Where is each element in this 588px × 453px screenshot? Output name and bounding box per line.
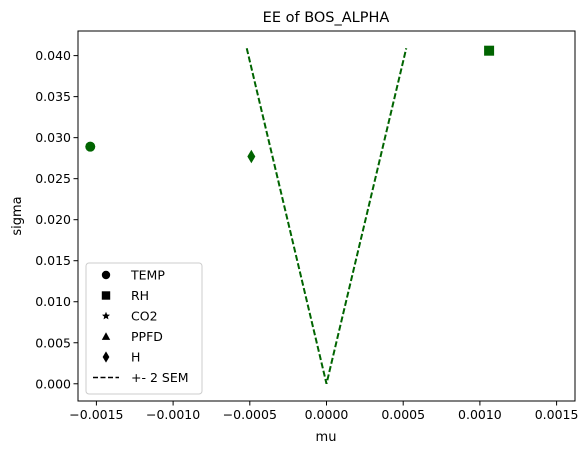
legend-marker-temp xyxy=(101,270,111,280)
legend-label-rh: RH xyxy=(131,288,149,303)
y-tick-label: 0.015 xyxy=(35,253,71,268)
legend-marker-rh xyxy=(101,291,111,300)
y-tick-label: 0.025 xyxy=(35,171,71,186)
data-point-h xyxy=(247,149,256,164)
x-tick-label: −0.0005 xyxy=(223,407,277,422)
y-tick-label: 0.035 xyxy=(35,89,71,104)
sem-line xyxy=(245,47,408,385)
x-tick-label: 0.0015 xyxy=(535,407,579,422)
y-tick-label: 0.000 xyxy=(35,376,71,391)
x-tick-label: 0.0010 xyxy=(458,407,502,422)
plot-area: −0.0015 −0.0010 −0.0005 0.0000 0.0005 0.0010 0… xyxy=(35,30,579,422)
legend-label-temp: TEMP xyxy=(130,268,165,283)
x-tick-label: 0.0000 xyxy=(305,407,349,422)
legend: TEMP RH CO2 PPFD H +- 2 SEM xyxy=(85,262,203,395)
y-tick-label: 0.005 xyxy=(35,335,71,350)
legend-label-ppfd: PPFD xyxy=(131,329,163,344)
legend-label-co2: CO2 xyxy=(131,309,158,324)
x-tick-label: −0.0010 xyxy=(146,407,200,422)
y-tick-label: 0.030 xyxy=(35,130,71,145)
x-tick-label: −0.0015 xyxy=(69,407,123,422)
y-tick-label: 0.040 xyxy=(35,48,71,63)
y-axis-label: sigma xyxy=(10,196,25,235)
legend-marker-ppfd xyxy=(101,332,111,340)
legend-label--2-sem: +- 2 SEM xyxy=(131,370,189,385)
chart-title: EE of BOS_ALPHA xyxy=(263,10,390,26)
legend-marker-h xyxy=(102,351,110,363)
data-point-temp xyxy=(85,141,96,152)
x-tick-label: 0.0005 xyxy=(381,407,425,422)
data-point-rh xyxy=(484,45,495,56)
y-tick-label: 0.020 xyxy=(35,212,71,227)
legend-box xyxy=(85,262,203,395)
x-axis-label: mu xyxy=(316,430,337,445)
legend-marker-co2 xyxy=(102,311,110,320)
y-tick-label: 0.010 xyxy=(35,294,71,309)
legend-label-h: H xyxy=(131,350,140,365)
